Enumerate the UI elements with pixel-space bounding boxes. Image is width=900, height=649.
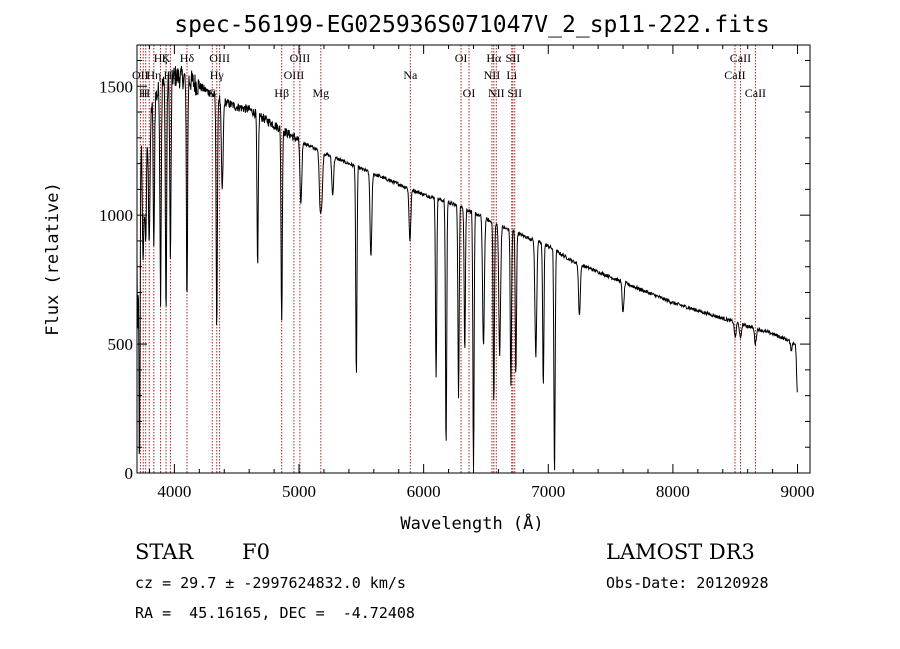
line-marker-label: Li bbox=[506, 68, 517, 82]
line-marker-label: Mg bbox=[312, 86, 329, 100]
x-axis-ticks: 4000 5000 6000 7000 8000 9000 bbox=[148, 45, 815, 501]
line-marker-label: Hα bbox=[486, 51, 502, 65]
ra-dec-line: RA = 45.16165, DEC = -4.72408 bbox=[135, 604, 415, 622]
emission-line-labels: OIIHHHηHζKHεHδGHγOIIIHβOIIIOIIIMgNaOIOIN… bbox=[132, 51, 766, 100]
line-marker-label: H bbox=[141, 86, 150, 100]
line-marker-label: Hη bbox=[146, 68, 161, 82]
line-marker-label: OIII bbox=[290, 51, 311, 65]
x-tick-label: 4000 bbox=[157, 482, 191, 501]
x-tick-label: 9000 bbox=[781, 482, 815, 501]
line-marker-label: Hζ bbox=[154, 51, 168, 65]
line-marker-label: NII bbox=[488, 86, 505, 100]
line-marker-label: Na bbox=[403, 68, 418, 82]
chart-title: spec-56199-EG025936S071047V_2_sp11-222.f… bbox=[174, 12, 769, 38]
y-tick-label: 0 bbox=[125, 464, 134, 483]
y-tick-label: 1000 bbox=[99, 206, 133, 225]
y-tick-label: 500 bbox=[108, 335, 134, 354]
y-tick-label: 1500 bbox=[99, 77, 133, 96]
x-tick-label: 6000 bbox=[407, 482, 441, 501]
survey-name: LAMOST DR3 bbox=[606, 540, 755, 564]
line-marker-label: Hβ bbox=[274, 86, 289, 100]
object-class: STAR bbox=[135, 540, 194, 564]
y-axis-label: Flux (relative) bbox=[43, 182, 63, 336]
obs-date: Obs-Date: 20120928 bbox=[606, 574, 769, 592]
emission-line-markers bbox=[139, 45, 756, 473]
x-tick-label: 5000 bbox=[282, 482, 316, 501]
line-marker-label: OII bbox=[132, 68, 149, 82]
x-tick-label: 8000 bbox=[656, 482, 690, 501]
line-marker-label: CaII bbox=[724, 68, 745, 82]
line-marker-label: SII bbox=[507, 86, 522, 100]
line-marker-label: CaII bbox=[745, 86, 766, 100]
line-marker-label: OI bbox=[455, 51, 468, 65]
spectrum-line bbox=[136, 65, 798, 471]
line-marker-label: Hδ bbox=[180, 51, 195, 65]
y-axis-ticks: 0 500 1000 1500 bbox=[99, 59, 810, 483]
redshift-line: cz = 29.7 ± -2997624832.0 km/s bbox=[135, 574, 406, 592]
line-marker-label: SII bbox=[506, 51, 521, 65]
line-marker-label: Hγ bbox=[210, 68, 225, 82]
object-subclass: F0 bbox=[242, 540, 270, 564]
line-marker-label: K bbox=[162, 51, 171, 65]
x-tick-label: 7000 bbox=[531, 482, 565, 501]
line-marker-label: OI bbox=[463, 86, 476, 100]
line-marker-label: G bbox=[208, 86, 217, 100]
line-marker-label: OIII bbox=[209, 51, 230, 65]
line-marker-label: OIII bbox=[284, 68, 305, 82]
line-marker-label: NII bbox=[484, 68, 501, 82]
line-marker-label: H bbox=[139, 86, 148, 100]
x-axis-label: Wavelength (Å) bbox=[400, 512, 543, 534]
line-marker-label: CaII bbox=[730, 51, 751, 65]
